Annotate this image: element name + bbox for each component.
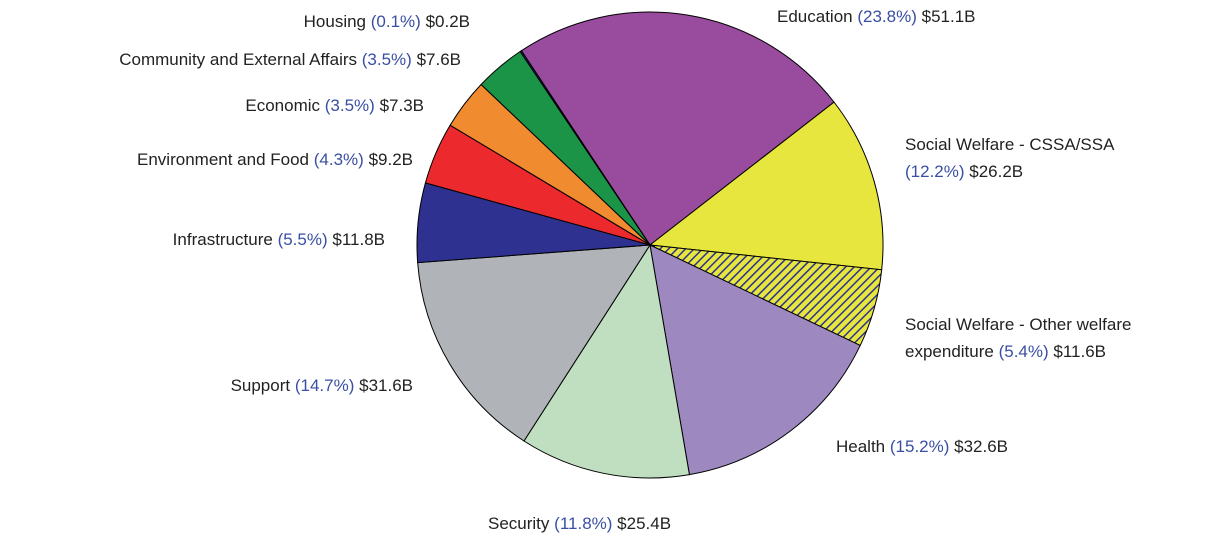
amount-label: $0.2B xyxy=(425,12,470,31)
percent-label: (5.4%) xyxy=(998,342,1049,361)
percent-label: (3.5%) xyxy=(361,50,412,69)
slice-label: Environment and Food (4.3%) $9.2B xyxy=(137,146,413,173)
amount-label: $51.1B xyxy=(921,7,976,26)
slice-label: Education (23.8%) $51.1B xyxy=(777,3,976,30)
category-name: Community and External Affairs xyxy=(119,50,358,69)
category-name: Social Welfare - Other welfare expenditu… xyxy=(905,315,1132,361)
category-name: Economic xyxy=(245,96,321,115)
percent-label: (5.5%) xyxy=(277,230,328,249)
slice-label: Economic (3.5%) $7.3B xyxy=(245,92,424,119)
amount-label: $11.6B xyxy=(1053,342,1107,361)
pie-slice xyxy=(520,11,835,246)
category-name: Support xyxy=(230,376,291,395)
category-name: Housing xyxy=(303,12,367,31)
category-name: Education xyxy=(777,7,853,26)
category-name: Environment and Food xyxy=(137,150,310,169)
percent-label: (15.2%) xyxy=(889,437,950,456)
slice-label: Infrastructure (5.5%) $11.8B xyxy=(173,226,385,253)
amount-label: $31.6B xyxy=(359,376,413,395)
pie-slice xyxy=(519,50,651,246)
slice-label: Social Welfare - CSSA/SSA (12.2%) $26.2B xyxy=(905,131,1135,185)
pie-slice xyxy=(523,243,690,479)
amount-label: $25.4B xyxy=(617,514,672,533)
category-name: Security xyxy=(488,514,550,533)
percent-label: (12.2%) xyxy=(905,162,965,181)
slice-label: Support (14.7%) $31.6B xyxy=(231,372,413,399)
category-name: Social Welfare - CSSA/SSA xyxy=(905,135,1114,154)
amount-label: $11.8B xyxy=(332,230,385,249)
percent-label: (3.5%) xyxy=(324,96,375,115)
amount-label: $26.2B xyxy=(969,162,1024,181)
slice-label: Social Welfare - Other welfare expenditu… xyxy=(905,311,1175,365)
category-name: Infrastructure xyxy=(172,230,273,249)
pie-slice xyxy=(648,101,884,271)
slice-label: Security (11.8%) $25.4B xyxy=(488,510,671,537)
amount-label: $7.6B xyxy=(416,50,461,69)
slice-label: Health (15.2%) $32.6B xyxy=(836,433,1008,460)
amount-label: $32.6B xyxy=(954,437,1009,456)
pie-slice xyxy=(649,244,861,476)
percent-label: (23.8%) xyxy=(857,7,917,26)
percent-label: (11.8%) xyxy=(554,514,613,533)
amount-label: $7.3B xyxy=(379,96,424,115)
category-name: Health xyxy=(836,437,886,456)
percent-label: (14.7%) xyxy=(294,376,355,395)
percent-label: (0.1%) xyxy=(370,12,421,31)
slice-label: Housing (0.1%) $0.2B xyxy=(304,8,470,35)
amount-label: $9.2B xyxy=(368,150,413,169)
pie-slice xyxy=(417,244,651,442)
percent-label: (4.3%) xyxy=(313,150,364,169)
slice-label: Community and External Affairs (3.5%) $7… xyxy=(119,46,461,73)
